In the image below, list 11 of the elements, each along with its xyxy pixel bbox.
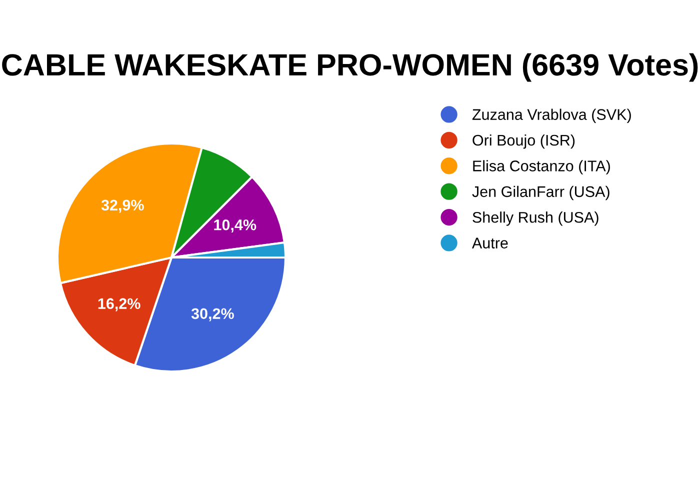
legend-label: Shelly Rush (USA) xyxy=(472,212,598,226)
data-label: 32,9% xyxy=(101,200,144,213)
legend-label: Jen GilanFarr (USA) xyxy=(472,186,610,200)
legend-label: Autre xyxy=(472,238,508,248)
legend-label: Zuzana Vrablova (SVK) xyxy=(472,108,631,123)
chart-title: CABLE WAKESKATE PRO-WOMEN (6639 Votes) xyxy=(2,53,698,82)
data-label: 10,4% xyxy=(214,219,256,233)
data-label: 30,2% xyxy=(191,308,234,322)
legend-label: Elisa Costanzo (ITA) xyxy=(473,160,610,174)
data-label: 16,2% xyxy=(98,298,140,312)
legend-label: Ori Boujo (ISR) xyxy=(472,134,575,149)
